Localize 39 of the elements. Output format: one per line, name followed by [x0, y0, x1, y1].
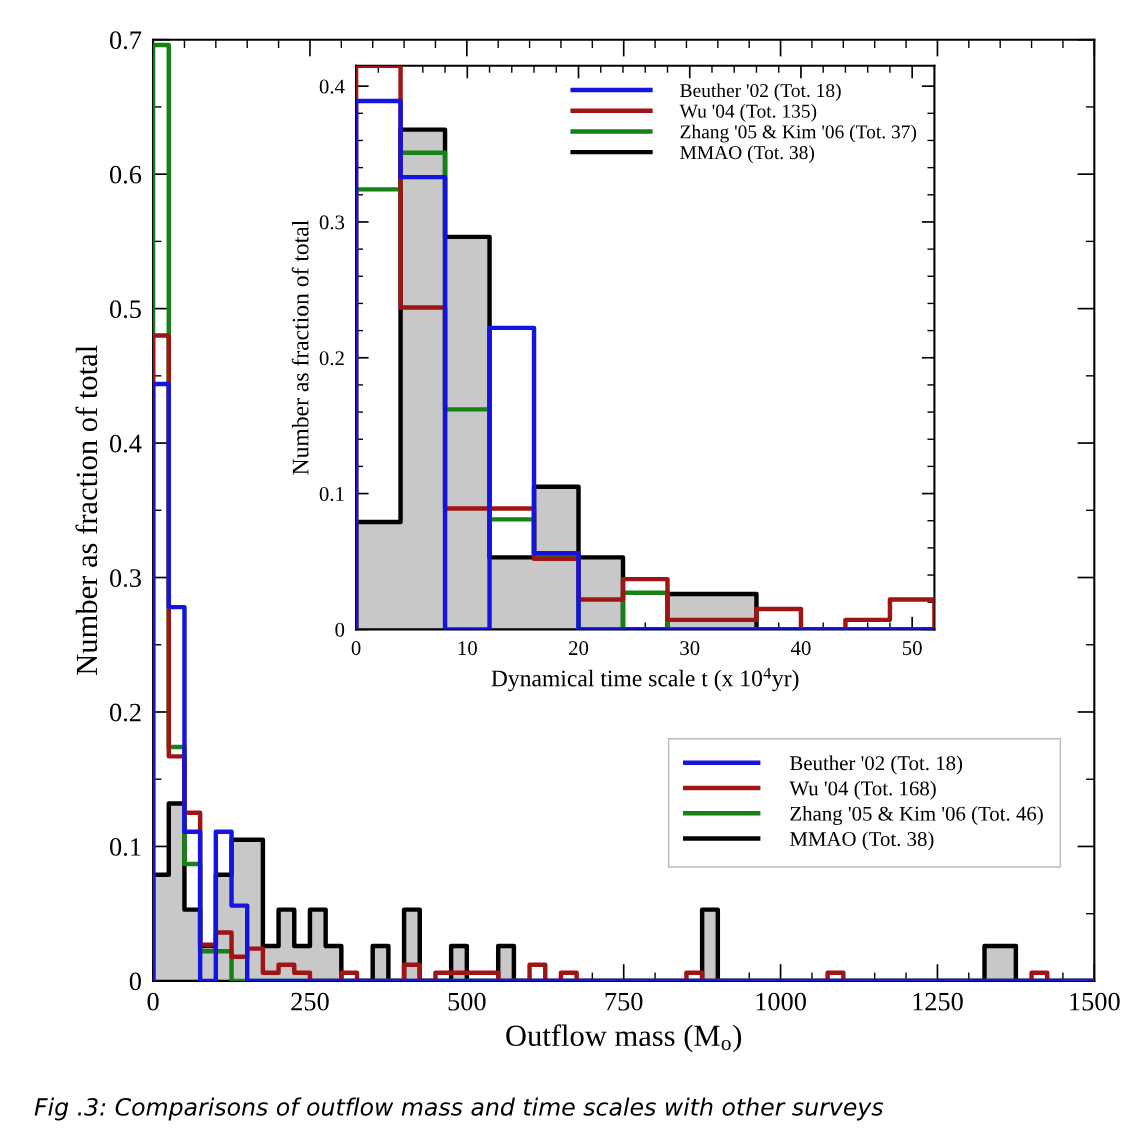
x-tick-label: 1500	[1070, 992, 1120, 1011]
legend-label: MMAO (Tot. 38)	[790, 831, 934, 851]
x-tick-label: 250	[291, 992, 329, 1011]
x-tick-label: 500	[448, 992, 486, 1011]
x-tick-label: 50	[902, 641, 922, 656]
x-tick-label: 0	[351, 641, 361, 656]
x-tick-label: 10	[458, 641, 477, 656]
y-tick-label: 0.1	[110, 838, 141, 856]
y-tick-label: 0.1	[319, 486, 344, 502]
y-tick-label: 0.3	[319, 215, 345, 230]
legend-label: Beuther '02 (Tot. 18)	[680, 83, 841, 102]
y-tick-label: 0.2	[319, 351, 344, 366]
y-tick-label: 0	[129, 972, 141, 991]
y-tick-label: 0.2	[110, 703, 141, 722]
x-tick-label: 1250	[913, 992, 963, 1011]
x-tick-label: 40	[790, 641, 811, 656]
y-tick-label: 0	[335, 622, 345, 637]
legend-label: Zhang '05 & Kim '06 (Tot. 37)	[680, 124, 917, 143]
y-tick-label: 0.3	[110, 569, 141, 588]
y-tick-label: 0.4	[319, 79, 345, 94]
x-tick-label: 30	[680, 641, 700, 656]
x-tick-label: 20	[569, 641, 589, 656]
legend-label: MMAO (Tot. 38)	[680, 145, 815, 164]
x-tick-label: 1000	[756, 992, 806, 1011]
legend-label: Beuther '02 (Tot. 18)	[790, 755, 963, 775]
legend-label: Wu '04 (Tot. 168)	[789, 780, 936, 800]
y-tick-label: 0.7	[110, 31, 142, 50]
y-tick-label: 0.5	[110, 300, 141, 319]
y-tick-label: 0.6	[110, 165, 142, 184]
x-tick-label: 750	[605, 992, 643, 1011]
legend-label: Wu '04 (Tot. 135)	[679, 104, 817, 122]
x-axis-title: Outflow mass (M$_{o}$)	[506, 1024, 742, 1053]
y-axis-title: Number as fraction of total	[75, 345, 98, 675]
y-tick-label: 0.4	[110, 434, 142, 453]
x-axis-title: Dynamical time scale t (x 10$^{4}$yr)	[491, 667, 799, 692]
legend-label: Zhang '05 & Kim '06 (Tot. 46)	[790, 806, 1043, 826]
x-tick-label: 0	[147, 992, 159, 1011]
text: Fig .3: Comparisons of outflow mass and time scales with other surveys	[34, 1097, 884, 1121]
y-axis-title: Number as fraction of total	[291, 220, 309, 475]
